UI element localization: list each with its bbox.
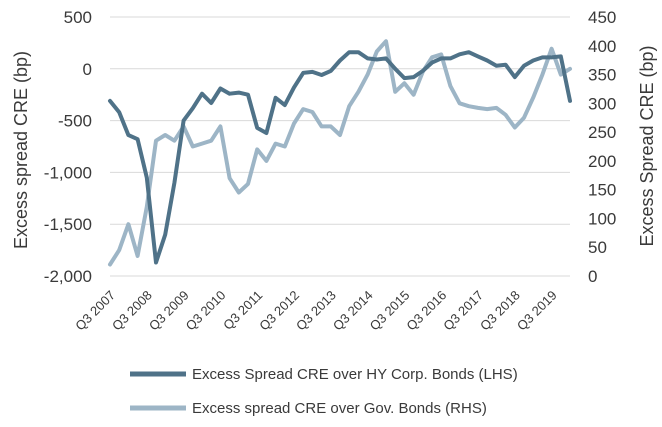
right-tick-label: 150 <box>588 181 616 200</box>
x-tick-label: Q3 2008 <box>109 288 155 334</box>
left-axis-title: Excess spread CRE (bp) <box>11 51 31 249</box>
x-tick-label: Q3 2014 <box>330 288 376 334</box>
legend-label-gov: Excess spread CRE over Gov. Bonds (RHS) <box>192 400 487 417</box>
series-line-hy <box>108 50 572 265</box>
right-axis-ticks: 450 400 350 300 250 200 150 100 50 0 <box>588 8 616 286</box>
left-tick-label: -1,000 <box>44 163 92 182</box>
right-tick-label: 250 <box>588 123 616 142</box>
x-tick-label: Q3 2013 <box>293 288 339 334</box>
right-tick-label: 450 <box>588 8 616 27</box>
left-tick-label: -2,000 <box>44 267 92 286</box>
x-tick-label: Q3 2010 <box>183 288 229 334</box>
x-tick-label: Q3 2017 <box>440 288 486 334</box>
right-axis-title: Excess Spread CRE (bp) <box>637 45 657 246</box>
x-tick-label: Q3 2016 <box>403 288 449 334</box>
legend-label-hy: Excess Spread CRE over HY Corp. Bonds (L… <box>192 366 518 383</box>
left-tick-label: -1,500 <box>44 215 92 234</box>
x-tick-label: Q3 2018 <box>477 288 523 334</box>
x-tick-label: Q3 2007 <box>72 288 118 334</box>
right-tick-label: 0 <box>588 267 597 286</box>
left-tick-label: -500 <box>58 112 92 131</box>
x-tick-label: Q3 2019 <box>514 288 560 334</box>
left-tick-label: 500 <box>64 8 92 27</box>
right-tick-label: 200 <box>588 152 616 171</box>
right-tick-label: 100 <box>588 209 616 228</box>
left-tick-label: 0 <box>83 60 92 79</box>
legend: Excess Spread CRE over HY Corp. Bonds (L… <box>130 366 518 417</box>
x-tick-label: Q3 2009 <box>146 288 192 334</box>
right-tick-label: 350 <box>588 66 616 85</box>
left-axis-ticks: 500 0 -500 -1,000 -1,500 -2,000 <box>44 8 92 286</box>
right-tick-label: 50 <box>588 238 607 257</box>
x-tick-label: Q3 2015 <box>367 288 413 334</box>
right-tick-label: 300 <box>588 94 616 113</box>
right-tick-label: 400 <box>588 37 616 56</box>
gridlines <box>110 16 570 277</box>
x-tick-label: Q3 2012 <box>256 288 302 334</box>
series-lines <box>108 39 572 267</box>
series-line-gov <box>108 39 572 267</box>
